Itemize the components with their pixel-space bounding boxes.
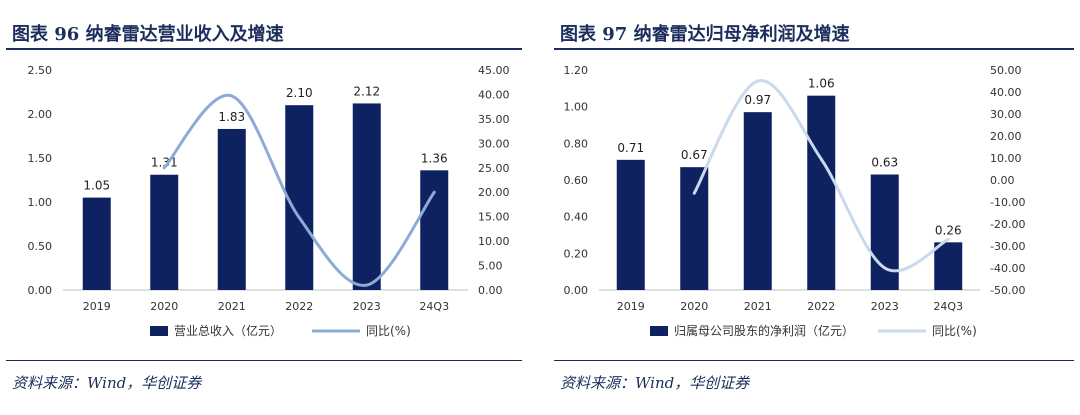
- bar-data-label: 0.71: [617, 141, 644, 155]
- revenue-chart: 0.00 0.50 1.00 1.50 2.00 2.50 0.00 5.00 10.00 15.…: [28, 64, 510, 338]
- net-profit-chart: 0.00 0.20 0.40 0.60 0.80 1.00 1.20 -50.00 -40.00…: [564, 64, 1026, 338]
- x-tick-label: 24Q3: [419, 300, 449, 313]
- bar-data-label: 1.83: [218, 110, 245, 124]
- bar: [82, 197, 111, 290]
- chart-title: 图表 96 纳睿雷达营业收入及增速: [12, 24, 284, 45]
- growth-line: [692, 79, 950, 273]
- source-rule: [6, 360, 522, 361]
- y-right-tick-label: 5.00: [478, 260, 503, 273]
- y-left-tick-label: 0.40: [564, 211, 589, 224]
- x-tick-label: 2021: [218, 300, 246, 313]
- y-right-tick-label: 0.00: [478, 284, 503, 297]
- bar-data-label: 2.12: [353, 84, 380, 98]
- x-tick-label: 2022: [807, 300, 835, 313]
- x-tick-label: 2019: [83, 300, 111, 313]
- net-profit-chart-panel: 图表 97 纳睿雷达归母净利润及增速 0.00 0.20 0.40 0.60 0.80 1…: [548, 0, 1080, 415]
- y-right-tick-label: 0.00: [990, 174, 1015, 187]
- bar: [150, 174, 179, 290]
- title-rule: [554, 48, 1074, 50]
- source-rule: [554, 360, 1074, 361]
- bar: [934, 242, 963, 290]
- y-right-tick-label: 10.00: [990, 152, 1022, 165]
- legend-swatch-bar: [150, 326, 168, 336]
- chart-title: 图表 97 纳睿雷达归母净利润及增速: [560, 24, 850, 45]
- bar-data-label: 0.63: [871, 156, 898, 170]
- y-right-tick-label: -30.00: [990, 240, 1025, 253]
- y-left-tick-label: 2.50: [28, 64, 53, 77]
- bar: [743, 112, 772, 290]
- x-tick-label: 24Q3: [933, 300, 963, 313]
- bar: [616, 159, 645, 290]
- y-left-tick-label: 1.00: [28, 196, 53, 209]
- chart-source: 资料来源：Wind，华创证券: [12, 374, 202, 392]
- y-left-tick-label: 0.20: [564, 247, 589, 260]
- y-left-tick-label: 0.50: [28, 240, 53, 253]
- bar: [352, 103, 381, 290]
- y-right-tick-label: 40.00: [478, 88, 510, 101]
- y-right-tick-label: 30.00: [478, 137, 510, 150]
- y-right-tick-label: 25.00: [478, 162, 510, 175]
- y-left-tick-label: 1.20: [564, 64, 589, 77]
- x-tick-label: 2020: [680, 300, 708, 313]
- bar: [420, 170, 449, 290]
- legend-label-bar: 营业总收入（亿元）: [174, 323, 282, 338]
- x-tick-label: 2021: [744, 300, 772, 313]
- bar-data-label: 0.97: [744, 93, 771, 107]
- legend-label-bar: 归属母公司股东的净利润（亿元）: [674, 323, 854, 338]
- y-left-tick-label: 2.00: [28, 108, 53, 121]
- y-right-tick-label: 50.00: [990, 64, 1022, 77]
- x-tick-label: 2023: [871, 300, 899, 313]
- bar: [807, 95, 836, 290]
- legend-label-line: 同比(%): [366, 324, 411, 338]
- y-right-tick-label: -50.00: [990, 284, 1025, 297]
- bar: [217, 128, 246, 290]
- y-left-tick-label: 1.50: [28, 152, 53, 165]
- growth-line: [162, 93, 436, 287]
- bar-data-label: 2.10: [286, 86, 313, 100]
- y-right-tick-label: -40.00: [990, 262, 1025, 275]
- bar: [285, 105, 314, 290]
- bar-data-label: 1.36: [421, 151, 448, 165]
- y-right-tick-label: 45.00: [478, 64, 510, 77]
- chart-source: 资料来源：Wind，华创证券: [560, 374, 750, 392]
- y-left-tick-label: 1.00: [564, 101, 589, 114]
- y-left-tick-label: 0.00: [564, 284, 589, 297]
- y-right-tick-label: -20.00: [990, 218, 1025, 231]
- revenue-chart-panel: 图表 96 纳睿雷达营业收入及增速 0.00 0.50 1.00 1.50 2.00 2.…: [0, 0, 528, 415]
- y-left-tick-label: 0.00: [28, 284, 53, 297]
- bar: [680, 167, 709, 290]
- x-tick-label: 2022: [285, 300, 313, 313]
- y-right-tick-label: 20.00: [478, 186, 510, 199]
- bar: [870, 174, 899, 290]
- y-right-tick-label: -10.00: [990, 196, 1025, 209]
- bar-data-label: 1.06: [808, 77, 835, 91]
- x-tick-label: 2020: [150, 300, 178, 313]
- bar-data-label: 0.26: [935, 223, 962, 237]
- legend-label-line: 同比(%): [932, 324, 977, 338]
- bar-data-label: 1.05: [83, 179, 110, 193]
- y-right-tick-label: 30.00: [990, 108, 1022, 121]
- y-right-tick-label: 20.00: [990, 130, 1022, 143]
- y-left-tick-label: 0.80: [564, 137, 589, 150]
- bar-data-label: 0.67: [681, 148, 708, 162]
- y-right-tick-label: 35.00: [478, 113, 510, 126]
- y-right-tick-label: 40.00: [990, 86, 1022, 99]
- y-left-tick-label: 0.60: [564, 174, 589, 187]
- legend-swatch-bar: [650, 326, 668, 336]
- y-right-tick-label: 10.00: [478, 235, 510, 248]
- y-right-tick-label: 15.00: [478, 211, 510, 224]
- x-tick-label: 2023: [353, 300, 381, 313]
- title-rule: [6, 48, 522, 50]
- x-tick-label: 2019: [617, 300, 645, 313]
